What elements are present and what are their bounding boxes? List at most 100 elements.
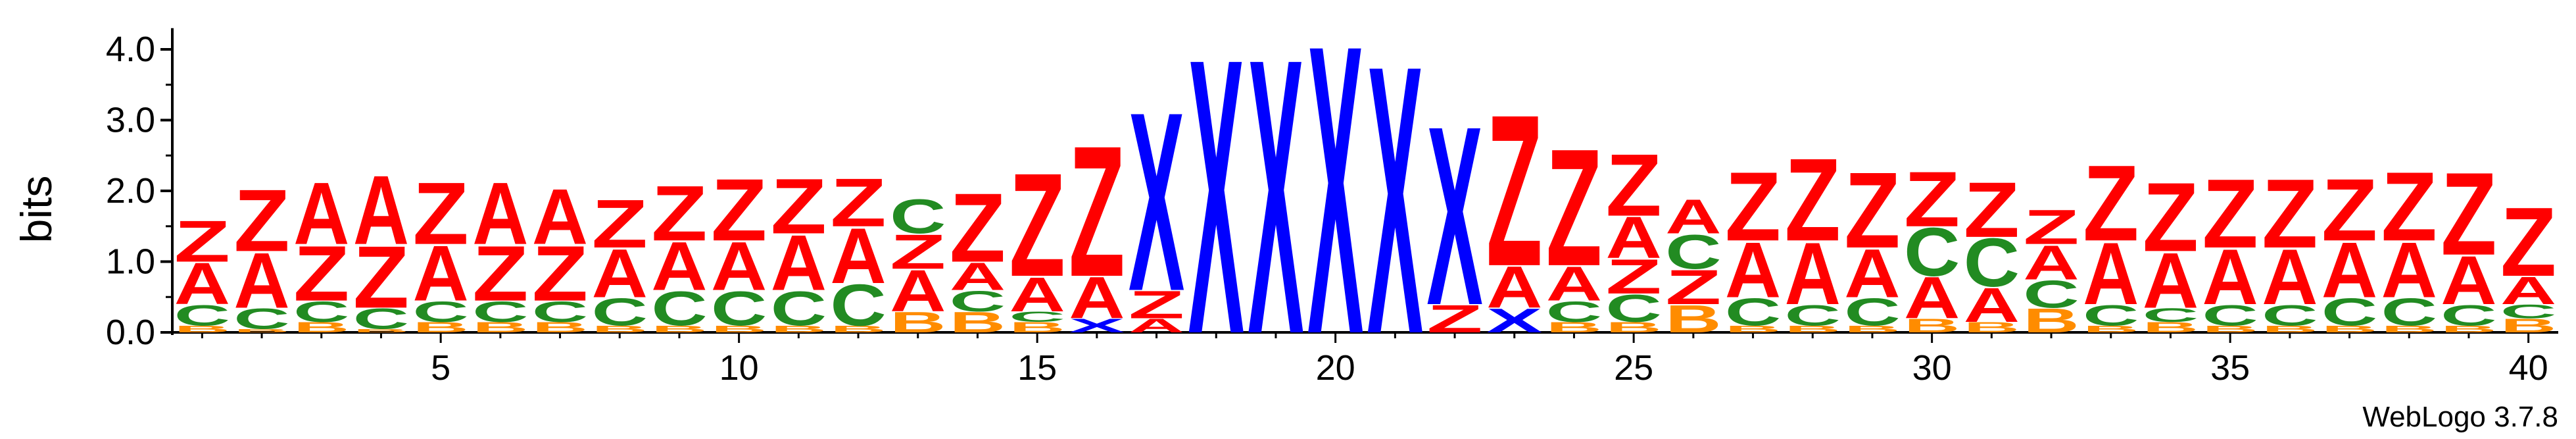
y-tick-label: 1.0 (106, 242, 155, 282)
letter-B: B (651, 324, 707, 335)
weblogo-version-footer: WebLogo 3.7.8 (2362, 401, 2558, 433)
letter-X: X (1486, 301, 1542, 340)
letter-C: C (651, 281, 707, 336)
letter-B: B (890, 305, 946, 338)
letter-C: C (890, 189, 946, 244)
letter-Z: Z (2441, 149, 2496, 280)
letter-B: B (2262, 324, 2318, 335)
letter-A: A (592, 235, 648, 312)
letter-A: A (2083, 224, 2139, 323)
letter-X: X (1367, 0, 1424, 414)
position-stack-21: X (1367, 0, 1424, 414)
letter-C: C (2500, 301, 2556, 323)
letter-C: C (2321, 290, 2377, 334)
letter-Z: Z (1486, 70, 1542, 311)
letter-X: X (1248, 0, 1304, 416)
y-axis: 0.0 1.0 2.0 3.0 4.0 (106, 28, 174, 352)
y-tick-label: 3.0 (106, 101, 155, 140)
letter-A: A (174, 251, 230, 317)
letter-C: C (472, 295, 528, 328)
letter-A: A (830, 212, 886, 300)
letter-Z: Z (1426, 297, 1482, 341)
letter-Z: Z (2023, 199, 2079, 254)
letter-Z: Z (1069, 108, 1125, 316)
letter-C: C (413, 295, 469, 328)
letter-Z: Z (2083, 143, 2139, 264)
letter-A: A (1665, 189, 1721, 244)
letter-A: A (2441, 242, 2496, 319)
x-tick-label: 35 (2210, 348, 2250, 388)
letter-C: C (353, 302, 409, 335)
letter-B: B (1785, 324, 1841, 335)
letter-Z: Z (2143, 162, 2199, 272)
position-stack-23: XAZ (1486, 70, 1542, 340)
letter-B: B (413, 319, 469, 336)
letter-A: A (413, 230, 469, 318)
letter-A: A (771, 219, 827, 307)
letter-C: C (532, 295, 588, 328)
letter-A: A (2143, 237, 2199, 325)
letter-Z: Z (293, 229, 349, 317)
letter-A: A (532, 173, 588, 261)
letter-C: C (1665, 224, 1721, 279)
letter-Z: Z (1129, 283, 1184, 327)
letter-X: X (1069, 315, 1125, 336)
letter-B: B (1844, 324, 1900, 335)
letter-Z: Z (1844, 150, 1900, 271)
letter-B: B (2441, 324, 2496, 335)
letter-A: A (2500, 269, 2556, 313)
letter-Z: Z (1606, 249, 1662, 304)
letter-B: B (1606, 319, 1662, 336)
letter-C: C (2083, 299, 2139, 332)
letter-A: A (1964, 278, 2020, 332)
letter-B: B (233, 328, 289, 333)
letter-B: B (2083, 324, 2139, 335)
letter-B: B (2500, 315, 2556, 336)
letter-B: B (174, 324, 230, 335)
letter-B: B (1546, 319, 1602, 336)
letter-C: C (293, 295, 349, 328)
letter-C: C (1785, 299, 1841, 332)
letter-X: X (1129, 59, 1185, 345)
letter-A: A (2262, 233, 2318, 321)
letter-B: B (592, 324, 648, 335)
letter-Z: Z (2202, 159, 2258, 269)
x-tick-label: 25 (1614, 348, 1653, 388)
letter-C: C (2381, 290, 2437, 334)
letter-A: A (353, 155, 409, 265)
letter-Z: Z (1606, 136, 1662, 235)
letter-C: C (592, 290, 648, 334)
letter-C: C (233, 302, 289, 335)
letter-Z: Z (1009, 142, 1065, 307)
letter-A: A (1009, 267, 1065, 321)
letter-A: A (1785, 224, 1841, 323)
letter-C: C (1606, 286, 1662, 330)
letter-C: C (2262, 299, 2318, 332)
letter-C: C (830, 272, 886, 338)
letter-Z: Z (651, 169, 707, 257)
letter-Z: Z (353, 228, 409, 327)
letter-B: B (771, 324, 827, 335)
letter-C: C (2143, 304, 2199, 326)
letter-B: B (1725, 324, 1781, 335)
